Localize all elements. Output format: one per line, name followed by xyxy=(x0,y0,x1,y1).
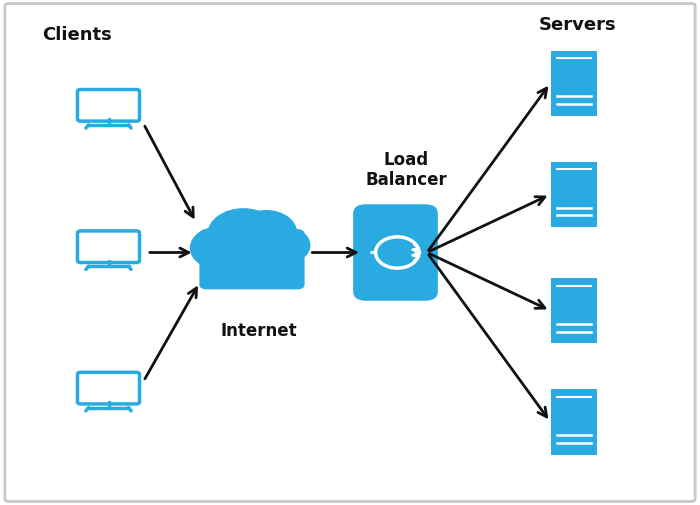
Text: Load
Balancer: Load Balancer xyxy=(365,150,447,189)
Text: Clients: Clients xyxy=(42,26,112,44)
Circle shape xyxy=(208,209,279,260)
FancyBboxPatch shape xyxy=(552,162,596,227)
FancyBboxPatch shape xyxy=(78,231,139,263)
Circle shape xyxy=(236,211,296,255)
Circle shape xyxy=(376,237,419,268)
Ellipse shape xyxy=(206,241,298,282)
Circle shape xyxy=(190,227,248,269)
Text: Servers: Servers xyxy=(539,16,616,34)
FancyBboxPatch shape xyxy=(353,205,438,301)
FancyBboxPatch shape xyxy=(5,4,695,501)
Circle shape xyxy=(259,227,309,264)
FancyBboxPatch shape xyxy=(552,389,596,454)
FancyBboxPatch shape xyxy=(199,229,304,289)
FancyBboxPatch shape xyxy=(552,278,596,343)
FancyBboxPatch shape xyxy=(78,89,139,121)
FancyBboxPatch shape xyxy=(552,50,596,116)
Text: Internet: Internet xyxy=(220,322,298,340)
FancyBboxPatch shape xyxy=(78,372,139,404)
